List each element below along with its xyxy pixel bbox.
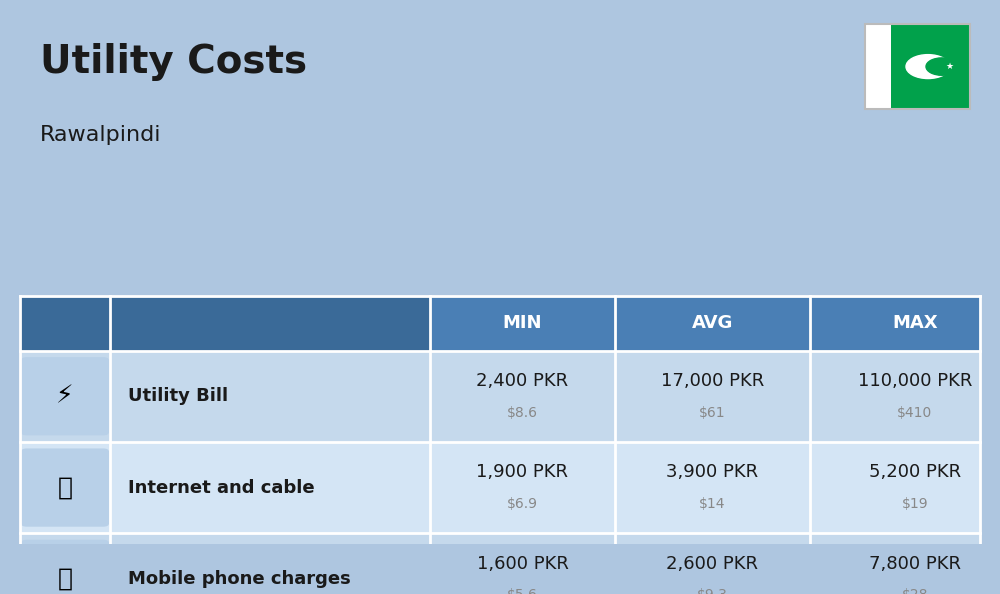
- Text: $5.6: $5.6: [507, 588, 538, 594]
- Text: 2,600 PKR: 2,600 PKR: [666, 555, 759, 573]
- Text: 3,900 PKR: 3,900 PKR: [666, 463, 759, 481]
- Text: $19: $19: [902, 497, 928, 511]
- FancyBboxPatch shape: [20, 350, 110, 442]
- FancyBboxPatch shape: [21, 448, 109, 527]
- Text: $8.6: $8.6: [507, 406, 538, 419]
- Text: Mobile phone charges: Mobile phone charges: [128, 570, 351, 588]
- Text: ★: ★: [945, 62, 953, 71]
- Text: $28: $28: [902, 588, 928, 594]
- FancyBboxPatch shape: [20, 442, 980, 533]
- Text: 📱: 📱: [58, 567, 72, 591]
- FancyBboxPatch shape: [891, 24, 970, 109]
- FancyBboxPatch shape: [865, 24, 891, 109]
- Text: $410: $410: [897, 406, 933, 419]
- FancyBboxPatch shape: [20, 533, 110, 594]
- Text: Rawalpindi: Rawalpindi: [40, 125, 162, 145]
- FancyBboxPatch shape: [21, 540, 109, 594]
- Text: 1,900 PKR: 1,900 PKR: [477, 463, 568, 481]
- Text: MAX: MAX: [892, 314, 938, 333]
- Text: ⚡: ⚡: [56, 384, 74, 408]
- Text: Internet and cable: Internet and cable: [128, 479, 315, 497]
- Circle shape: [906, 55, 950, 78]
- Text: MIN: MIN: [503, 314, 542, 333]
- Text: AVG: AVG: [692, 314, 733, 333]
- FancyBboxPatch shape: [110, 296, 430, 350]
- Text: Utility Costs: Utility Costs: [40, 43, 307, 81]
- FancyBboxPatch shape: [21, 357, 109, 435]
- Text: 1,600 PKR: 1,600 PKR: [477, 555, 568, 573]
- Text: 17,000 PKR: 17,000 PKR: [661, 372, 764, 390]
- Text: $9.3: $9.3: [697, 588, 728, 594]
- FancyBboxPatch shape: [20, 533, 980, 594]
- Text: $6.9: $6.9: [507, 497, 538, 511]
- FancyBboxPatch shape: [20, 296, 980, 350]
- FancyBboxPatch shape: [20, 350, 980, 442]
- Circle shape: [926, 58, 958, 75]
- Text: $61: $61: [699, 406, 726, 419]
- FancyBboxPatch shape: [20, 442, 110, 533]
- Text: 2,400 PKR: 2,400 PKR: [476, 372, 569, 390]
- Text: Utility Bill: Utility Bill: [128, 387, 228, 405]
- Text: 5,200 PKR: 5,200 PKR: [869, 463, 961, 481]
- FancyBboxPatch shape: [20, 296, 110, 350]
- Text: 110,000 PKR: 110,000 PKR: [858, 372, 972, 390]
- Text: 7,800 PKR: 7,800 PKR: [869, 555, 961, 573]
- Text: $14: $14: [699, 497, 726, 511]
- Text: 📶: 📶: [58, 476, 72, 500]
